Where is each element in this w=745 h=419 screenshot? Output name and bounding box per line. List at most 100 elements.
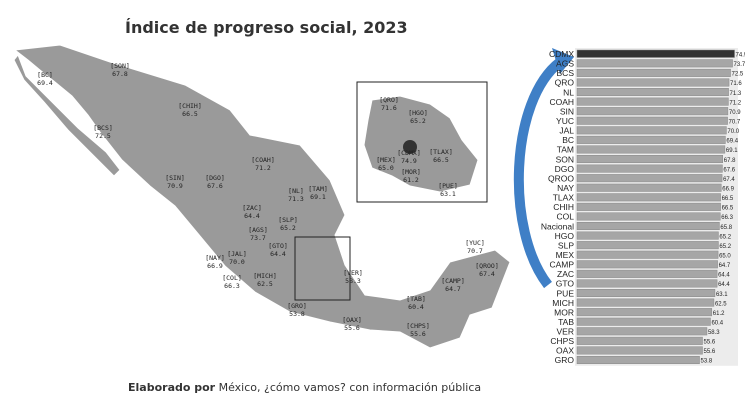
state-label-chps: [CHPS] [406,322,429,330]
inset-value-pue: 63.1 [440,190,456,198]
state-value-ags: 73.7 [250,234,266,242]
bar-label-qro: QRO [555,78,575,88]
bar-qro [576,78,730,87]
bar-cdmx [576,49,735,58]
bar-value-chps: 55.6 [703,340,715,346]
bar-bcs [576,68,731,77]
bar-value-gro: 53.8 [701,359,713,365]
bar-value-coah: 71.2 [729,100,741,106]
bar-value-bc: 69.4 [726,139,738,145]
state-label-nay: [NAY] [205,254,225,262]
state-value-coah: 71.2 [255,164,271,172]
bar-value-slp: 65.2 [719,244,731,250]
state-label-chih: [CHIH] [178,102,201,110]
bar-mich [576,298,715,307]
bar-label-tab: TAB [558,317,574,327]
bar-value-hgo: 65.2 [719,234,731,240]
bar-value-nl: 71.3 [730,91,742,97]
bar-label-hgo: HGO [555,231,575,241]
inset-label-tlax: [TLAX] [429,148,452,156]
bar-value-mex: 65.0 [719,253,731,259]
bar-label-yuc: YUC [556,116,574,126]
bar-nacional [576,222,720,231]
inset-label-qro: [QRO] [379,96,399,104]
bar-label-oax: OAX [556,346,574,356]
bar-label-camp: CAMP [549,260,574,270]
page-title: Índice de progreso social, 2023 [125,18,408,37]
bar-son [576,155,723,164]
state-label-camp: [CAMP] [441,277,464,285]
bar-label-slp: SLP [558,240,574,250]
bar-value-yuc: 70.7 [729,119,741,125]
state-label-bc: [BC] [37,71,53,79]
bar-label-tlax: TLAX [553,193,575,203]
inset-value-cdmx: 74.9 [401,157,417,165]
inset-label-hgo: [HGO] [408,109,428,117]
bar-value-mor: 61.2 [713,311,725,317]
bar-label-nay: NAY [557,183,574,193]
inset-label-mor: [MOR] [401,168,421,176]
bar-value-qroo: 67.4 [723,177,735,183]
bar-value-jal: 70.0 [727,129,739,135]
state-value-ver: 58.3 [345,277,361,285]
bar-value-oax: 55.6 [703,349,715,355]
state-value-tam: 69.1 [310,193,326,201]
bar-gto [576,279,718,288]
state-label-tab: [TAB] [406,295,426,303]
state-value-yuc: 70.7 [467,247,483,255]
bar-label-mor: MOR [554,307,574,317]
arrow-head-icon [552,48,574,74]
bar-label-mex: MEX [556,250,575,260]
state-value-tab: 60.4 [408,303,424,311]
bar-value-sin: 70.9 [729,110,741,116]
bar-yuc [576,116,728,125]
bar-value-tab: 60.4 [711,320,723,326]
inset-cdmx-shape [403,140,417,154]
bar-label-dgo: DGO [555,164,575,174]
bar-label-gro: GRO [555,355,575,365]
bar-value-pue: 63.1 [716,292,728,298]
inset-value-mor: 61.2 [403,176,419,184]
bar-qroo [576,174,723,183]
bar-ver [576,327,708,336]
bar-pue [576,289,716,297]
bar-col [576,212,721,221]
state-value-nl: 71.3 [288,195,304,203]
state-value-mich: 62.5 [257,280,273,288]
bar-value-bcs: 72.5 [732,72,744,78]
state-value-oax: 55.6 [344,324,360,332]
state-label-col: [COL] [222,274,242,282]
state-value-bcs: 72.5 [95,132,111,140]
bar-tab [576,317,711,326]
bar-label-son: SON [556,154,574,164]
bar-label-col: COL [557,212,575,222]
bar-value-nacional: 65.8 [720,225,732,231]
curved-arrow [513,58,564,289]
bar-nl [576,88,729,97]
inset-label-mex: [MEX] [376,156,396,164]
bar-nay [576,183,722,192]
bar-value-chih: 66.5 [722,206,734,212]
state-label-slp: [SLP] [278,216,298,224]
bar-label-nl: NL [563,87,574,97]
state-label-mich: [MICH] [253,272,276,280]
state-value-bc: 69.4 [37,79,53,87]
bar-label-chih: CHIH [553,202,574,212]
bar-label-tam: TAM [557,145,574,155]
bar-mor [576,308,713,317]
state-value-gto: 64.4 [270,250,286,258]
bar-label-qroo: QROO [548,173,574,183]
state-value-jal: 70.0 [229,258,245,266]
bar-zac [576,269,718,278]
bar-tlax [576,193,721,202]
bar-chih [576,202,721,211]
bar-oax [576,346,703,355]
state-label-gto: [GTO] [268,242,288,250]
state-label-oax: [OAX] [342,316,362,324]
state-label-sin: [SIN] [165,174,185,182]
bar-label-ags: AGS [556,59,574,69]
state-value-camp: 64.7 [445,285,461,293]
bar-tam [576,145,726,154]
